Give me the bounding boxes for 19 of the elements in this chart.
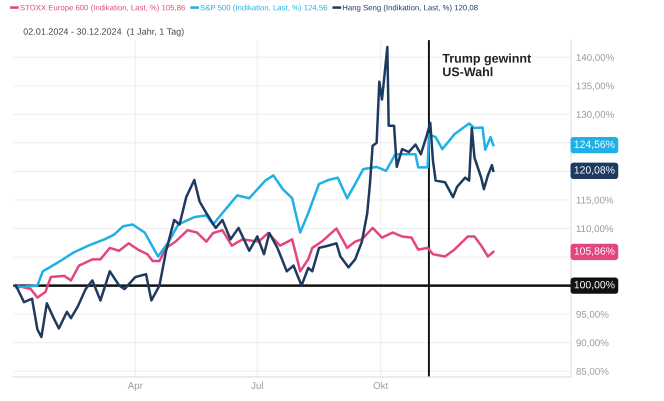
x-tick-label: Jul bbox=[251, 382, 263, 389]
y-tick-label: 110,00% bbox=[576, 225, 614, 234]
line-series bbox=[14, 122, 495, 289]
text: 124,56% bbox=[574, 140, 615, 150]
y-tick-label: 135,00% bbox=[576, 82, 614, 91]
text: 120,08% bbox=[574, 166, 615, 175]
ref-line-label: Trump gewinnt US-Wahl bbox=[442, 54, 532, 76]
y-tick-label: 95,00% bbox=[576, 310, 609, 319]
text: 105,86% bbox=[574, 247, 615, 256]
x-tick-label: Apr bbox=[128, 382, 143, 391]
y-tick-label: 90,00% bbox=[576, 339, 609, 348]
ref-line-label: 100,00% bbox=[574, 281, 615, 290]
line-series bbox=[14, 226, 495, 299]
y-tick-label: 85,00% bbox=[576, 368, 609, 376]
chart-subtitle: 02.01.2024 - 30.12.2024 (1 Jahr, 1 Tag) bbox=[24, 28, 184, 36]
y-tick-label: 115,00% bbox=[576, 196, 614, 205]
y-tick-label: 130,00% bbox=[576, 111, 614, 120]
x-tick-label: Okt bbox=[374, 382, 388, 389]
y-tick-label: 140,00% bbox=[576, 54, 614, 62]
